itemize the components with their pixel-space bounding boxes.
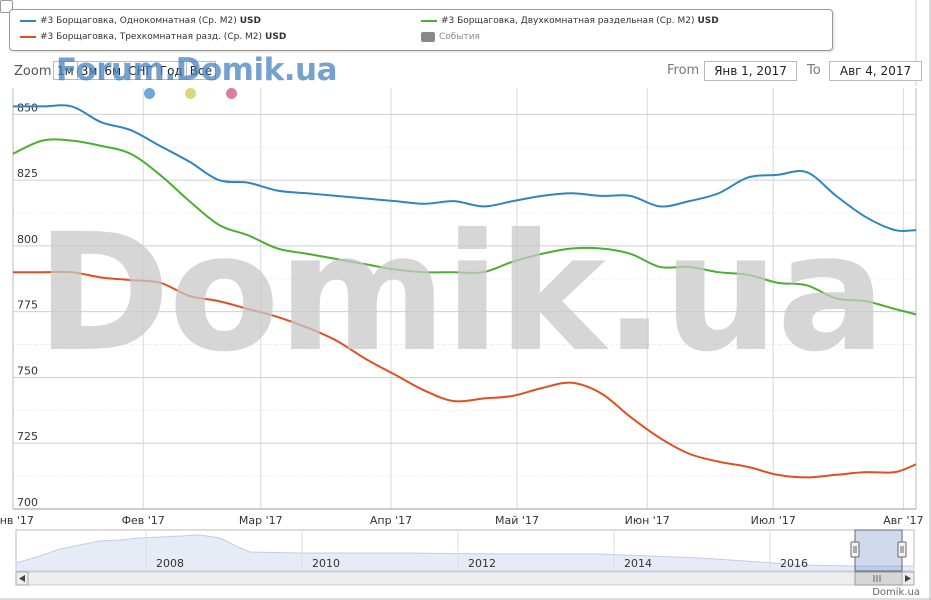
- navigator-selection: [854, 529, 903, 572]
- series-line-three-room: [13, 270, 917, 479]
- legend-item-events[interactable]: События: [421, 32, 480, 42]
- chart-legend: #3 Борщаговка, Однокомнатная (Ср. M2) US…: [9, 9, 833, 51]
- range-to-label: To: [807, 63, 821, 78]
- navigator-year-label: 2014: [624, 557, 652, 570]
- series-line-two-room: [12, 138, 917, 316]
- range-to-input[interactable]: Авг 4, 2017: [829, 61, 922, 81]
- legend-label-events: События: [439, 32, 480, 42]
- zoom-3m-button[interactable]: 3м: [76, 61, 101, 80]
- x-tick-label: Май '17: [495, 514, 539, 527]
- x-tick-label: Июл '17: [751, 514, 796, 527]
- scroll-left-arrow-icon: [19, 575, 25, 582]
- event-marker-yellow[interactable]: [185, 88, 196, 99]
- y-tick-label: 800: [17, 233, 38, 246]
- legend-swatch-one-room: [20, 20, 36, 22]
- legend-label-two-room: #3 Борщаговка, Двухкомнатная раздельная …: [441, 16, 695, 26]
- x-tick-label: Апр '17: [370, 514, 412, 527]
- navigator-year-label: 2008: [156, 557, 184, 570]
- x-tick-label: Янв '17: [0, 514, 34, 527]
- y-tick-label: 775: [17, 299, 38, 312]
- x-tick-label: Авг '17: [883, 514, 923, 527]
- zoom-year-button[interactable]: Год: [155, 61, 186, 80]
- scrollbar-track: [15, 571, 915, 586]
- legend-swatch-two-room: [421, 20, 437, 22]
- plot-area: [13, 88, 916, 509]
- zoom-button-group: 1м 3м 6м СНГ Год Все: [53, 61, 216, 80]
- zoom-6m-button[interactable]: 6м: [100, 61, 125, 80]
- legend-unit-one-room: USD: [239, 16, 261, 26]
- y-tick-label: 850: [17, 101, 38, 114]
- y-tick-label: 825: [17, 167, 38, 180]
- range-from-label: From: [667, 63, 700, 78]
- x-tick-label: Мар '17: [239, 514, 283, 527]
- x-tick-label: Фев '17: [122, 514, 165, 527]
- zoom-ytd-button[interactable]: СНГ: [124, 61, 156, 80]
- navigator-series-area: [15, 534, 915, 572]
- legend-swatch-events: [421, 32, 435, 42]
- y-tick-label: 725: [17, 430, 38, 443]
- event-marker-pink[interactable]: [226, 88, 237, 99]
- legend-item-one-room[interactable]: #3 Борщаговка, Однокомнатная (Ср. M2) US…: [20, 16, 261, 26]
- legend-swatch-three-room: [20, 36, 36, 38]
- event-marker-blue[interactable]: [144, 88, 155, 99]
- navigator-left-handle: [850, 541, 860, 558]
- legend-label-one-room: #3 Борщаговка, Однокомнатная (Ср. M2): [40, 16, 237, 26]
- legend-item-two-room[interactable]: #3 Борщаговка, Двухкомнатная раздельная …: [421, 16, 719, 26]
- navigator-year-label: 2010: [312, 557, 340, 570]
- zoom-label: Zoom: [14, 64, 52, 79]
- legend-unit-two-room: USD: [697, 16, 719, 26]
- zoom-all-button[interactable]: Все: [185, 61, 216, 80]
- y-tick-label: 750: [17, 364, 38, 377]
- x-tick-label: Июн '17: [625, 514, 670, 527]
- navigator-year-label: 2012: [468, 557, 496, 570]
- y-tick-label: 700: [17, 496, 38, 509]
- navigator-right-handle: [897, 541, 907, 558]
- footer-credit[interactable]: Domik.ua: [872, 587, 920, 598]
- legend-label-three-room: #3 Борщаговка, Трехкомнатная разд. (Ср. …: [40, 32, 263, 42]
- navigator-year-label: 2016: [780, 557, 808, 570]
- series-line-one-room: [13, 104, 917, 233]
- range-from-input[interactable]: Янв 1, 2017: [704, 61, 797, 81]
- zoom-1m-button[interactable]: 1м: [53, 61, 77, 80]
- scrollbar-thumb: [854, 571, 903, 586]
- legend-unit-three-room: USD: [265, 32, 287, 42]
- scroll-right-arrow-icon: [905, 575, 911, 582]
- legend-item-three-room[interactable]: #3 Борщаговка, Трехкомнатная разд. (Ср. …: [20, 32, 286, 42]
